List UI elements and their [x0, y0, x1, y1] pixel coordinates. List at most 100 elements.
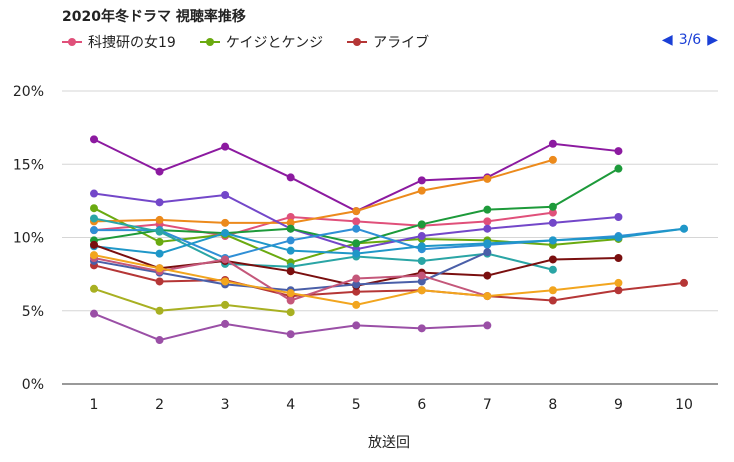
- data-point[interactable]: [90, 309, 98, 318]
- data-point[interactable]: [483, 217, 492, 226]
- data-point[interactable]: [680, 224, 688, 233]
- legend-swatch: [347, 36, 368, 48]
- data-point[interactable]: [483, 248, 492, 257]
- data-point[interactable]: [614, 286, 623, 295]
- data-point[interactable]: [90, 226, 98, 235]
- data-point[interactable]: [221, 277, 230, 286]
- data-point[interactable]: [548, 202, 557, 211]
- data-point[interactable]: [221, 300, 230, 309]
- y-tick-label: 10%: [13, 231, 44, 247]
- data-point[interactable]: [286, 236, 295, 245]
- data-point[interactable]: [286, 289, 295, 298]
- data-point[interactable]: [548, 265, 557, 274]
- data-point[interactable]: [90, 251, 98, 260]
- data-point[interactable]: [548, 208, 557, 217]
- data-point[interactable]: [614, 254, 623, 263]
- data-point[interactable]: [155, 277, 164, 286]
- data-point[interactable]: [614, 147, 623, 156]
- data-point[interactable]: [286, 218, 295, 227]
- data-point[interactable]: [614, 278, 623, 287]
- data-point[interactable]: [614, 164, 623, 173]
- data-point[interactable]: [352, 217, 361, 226]
- data-point[interactable]: [90, 135, 98, 144]
- data-point[interactable]: [155, 237, 164, 246]
- data-point[interactable]: [417, 232, 426, 241]
- data-point[interactable]: [548, 236, 557, 245]
- data-point[interactable]: [352, 249, 361, 258]
- data-point[interactable]: [483, 174, 492, 183]
- data-point[interactable]: [155, 198, 164, 207]
- legend-item-alive[interactable]: アライブ: [347, 32, 429, 52]
- data-point[interactable]: [286, 224, 295, 233]
- data-point[interactable]: [286, 212, 295, 221]
- data-point[interactable]: [155, 227, 164, 236]
- data-point[interactable]: [417, 176, 426, 185]
- data-point[interactable]: [352, 207, 361, 216]
- data-point[interactable]: [155, 264, 164, 273]
- data-point[interactable]: [548, 255, 557, 264]
- data-point[interactable]: [548, 286, 557, 295]
- data-point[interactable]: [417, 220, 426, 229]
- legend-item-kasouken[interactable]: 科捜研の女19: [62, 32, 176, 52]
- data-point[interactable]: [417, 324, 426, 333]
- data-point[interactable]: [286, 330, 295, 339]
- data-point[interactable]: [483, 224, 492, 233]
- data-point[interactable]: [286, 246, 295, 255]
- data-point[interactable]: [90, 204, 98, 213]
- data-point[interactable]: [483, 205, 492, 214]
- data-point[interactable]: [614, 233, 623, 242]
- data-point[interactable]: [483, 292, 492, 301]
- data-point[interactable]: [352, 321, 361, 330]
- data-point[interactable]: [417, 271, 426, 280]
- data-point[interactable]: [548, 218, 557, 227]
- data-point[interactable]: [352, 224, 361, 233]
- data-point[interactable]: [352, 287, 361, 296]
- data-point[interactable]: [155, 249, 164, 258]
- data-point[interactable]: [483, 321, 492, 330]
- data-point[interactable]: [286, 173, 295, 182]
- data-point[interactable]: [90, 284, 98, 293]
- x-axis-ticks: 1 2 3 4 5 6 7 8 9 10: [90, 397, 693, 413]
- legend-swatch: [62, 36, 82, 48]
- data-point[interactable]: [221, 218, 230, 227]
- data-point[interactable]: [483, 239, 492, 248]
- data-point[interactable]: [483, 271, 492, 280]
- data-point[interactable]: [680, 278, 688, 287]
- data-point[interactable]: [614, 212, 623, 221]
- data-point[interactable]: [417, 186, 426, 195]
- x-tick-label: 5: [352, 397, 361, 413]
- data-point[interactable]: [155, 167, 164, 176]
- data-point[interactable]: [548, 139, 557, 148]
- data-point[interactable]: [155, 306, 164, 315]
- data-point[interactable]: [221, 255, 230, 264]
- legend-item-keiji-to-kenji[interactable]: ケイジとケンジ: [199, 32, 323, 52]
- data-point[interactable]: [548, 155, 557, 164]
- data-point[interactable]: [90, 240, 98, 249]
- data-point[interactable]: [548, 296, 557, 305]
- data-point[interactable]: [286, 296, 295, 305]
- data-point[interactable]: [155, 336, 164, 345]
- data-point[interactable]: [221, 319, 230, 328]
- data-point[interactable]: [352, 280, 361, 289]
- x-tick-label: 2: [155, 397, 164, 413]
- x-tick-label: 8: [548, 397, 557, 413]
- data-point[interactable]: [352, 300, 361, 309]
- data-point[interactable]: [417, 242, 426, 251]
- next-triangle-icon[interactable]: ▶: [707, 32, 718, 48]
- data-point[interactable]: [221, 191, 230, 200]
- data-point[interactable]: [221, 229, 230, 238]
- data-point[interactable]: [417, 286, 426, 295]
- data-point[interactable]: [286, 267, 295, 276]
- data-point[interactable]: [352, 239, 361, 248]
- y-tick-label: 0%: [22, 377, 44, 393]
- data-point[interactable]: [352, 274, 361, 283]
- data-point[interactable]: [417, 277, 426, 286]
- x-tick-label: 6: [417, 397, 426, 413]
- data-point[interactable]: [286, 308, 295, 317]
- data-point[interactable]: [90, 189, 98, 198]
- data-point[interactable]: [90, 214, 98, 223]
- data-point[interactable]: [417, 256, 426, 265]
- data-point[interactable]: [155, 215, 164, 224]
- data-point[interactable]: [221, 142, 230, 151]
- prev-triangle-icon[interactable]: ◀: [661, 32, 673, 48]
